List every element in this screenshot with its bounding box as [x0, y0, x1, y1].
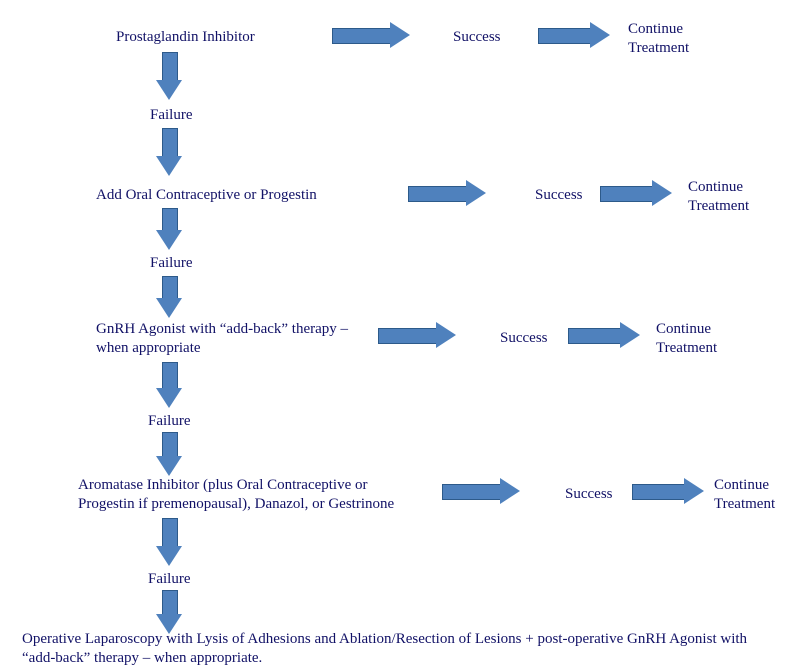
step-2-label: Add Oral Contraceptive or Progestin: [96, 186, 356, 205]
arrow-right-icon: [600, 180, 672, 206]
arrow-right-icon: [538, 22, 610, 48]
arrow-down-icon: [156, 362, 182, 408]
failure-label: Failure: [148, 570, 228, 589]
step-1-label: Prostaglandin Inhibitor: [116, 28, 316, 47]
step-3-label: GnRH Agonist with “add-back” therapy – w…: [96, 320, 356, 358]
continue-label: Continue Treatment: [688, 178, 778, 216]
arrow-down-icon: [156, 432, 182, 476]
arrow-down-icon: [156, 128, 182, 176]
arrow-down-icon: [156, 518, 182, 566]
arrow-down-icon: [156, 52, 182, 100]
final-step-label: Operative Laparoscopy with Lysis of Adhe…: [22, 630, 762, 668]
arrow-down-icon: [156, 276, 182, 318]
arrow-right-icon: [332, 22, 410, 48]
arrow-down-icon: [156, 208, 182, 250]
arrow-right-icon: [442, 478, 520, 504]
continue-label: Continue Treatment: [656, 320, 746, 358]
failure-label: Failure: [150, 106, 230, 125]
step-4-label: Aromatase Inhibitor (plus Oral Contracep…: [78, 476, 413, 514]
success-label: Success: [565, 485, 635, 504]
success-label: Success: [453, 28, 523, 47]
arrow-right-icon: [568, 322, 640, 348]
continue-label: Continue Treatment: [714, 476, 794, 514]
arrow-down-icon: [156, 590, 182, 634]
success-label: Success: [535, 186, 605, 205]
failure-label: Failure: [150, 254, 230, 273]
flowchart-canvas: Prostaglandin Inhibitor Success Continue…: [0, 0, 800, 671]
arrow-right-icon: [632, 478, 704, 504]
continue-label: Continue Treatment: [628, 20, 718, 58]
success-label: Success: [500, 329, 570, 348]
arrow-right-icon: [378, 322, 456, 348]
failure-label: Failure: [148, 412, 228, 431]
arrow-right-icon: [408, 180, 486, 206]
